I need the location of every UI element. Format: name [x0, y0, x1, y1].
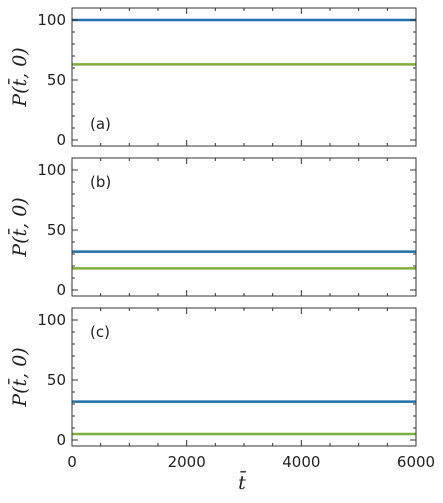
panel-c: 0 50 100 0 2000 4000 6000 (c) P(t̄, 0) t̄ [7, 307, 435, 494]
y-axis-label: P(t̄, 0) [7, 347, 31, 407]
plot-frame [71, 307, 417, 447]
x-tick-label: 2000 [168, 453, 206, 471]
y-tick-label: 100 [37, 311, 66, 329]
y-tick-label: 50 [47, 71, 66, 89]
x-tick-label: 6000 [397, 453, 435, 471]
panel-label: (c) [90, 323, 110, 341]
y-tick-label: 100 [37, 11, 66, 29]
panel-b: 0 50 100 (b) P(t̄, 0) [7, 157, 417, 299]
y-tick-label: 0 [56, 131, 66, 149]
panel-a: 0 50 100 (a) P(t̄, 0) [7, 7, 417, 149]
x-tick-label: 0 [67, 453, 77, 471]
y-tick-label: 50 [47, 221, 66, 239]
y-axis-label: P(t̄, 0) [7, 47, 31, 107]
y-tick-label: 0 [56, 281, 66, 299]
y-tick-label: 100 [37, 161, 66, 179]
panel-label: (b) [90, 173, 111, 191]
y-tick-label: 0 [56, 431, 66, 449]
x-axis-label: t̄ [238, 470, 246, 494]
y-tick-label: 50 [47, 371, 66, 389]
plot-frame [71, 7, 417, 147]
x-tick-label: 4000 [282, 453, 320, 471]
y-axis-label: P(t̄, 0) [7, 197, 31, 257]
panel-label: (a) [90, 115, 111, 133]
plot-frame [71, 157, 417, 297]
